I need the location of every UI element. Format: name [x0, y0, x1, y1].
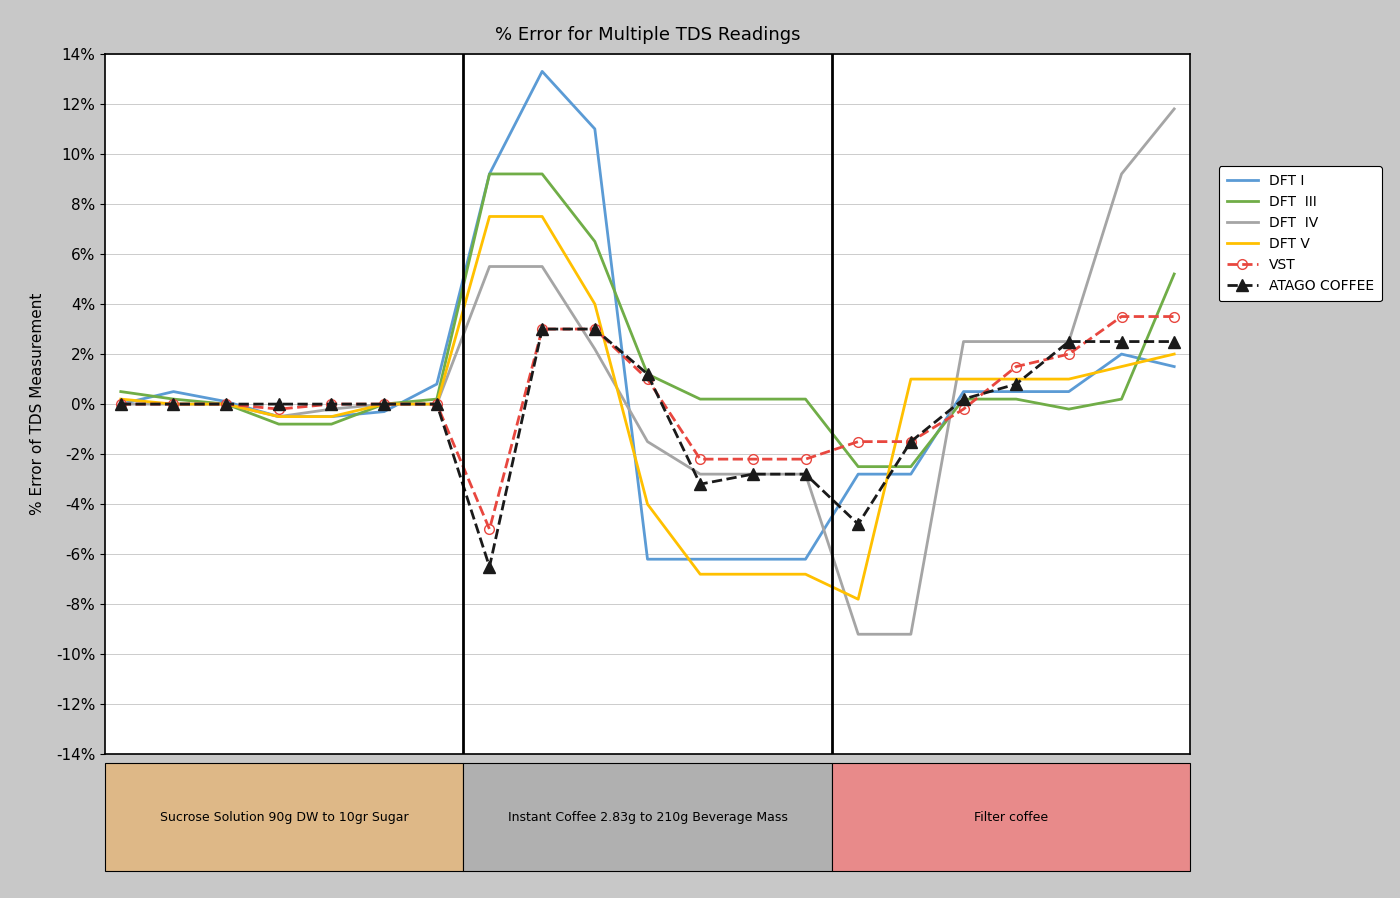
Text: Sucrose Solution 90g DW to 10gr Sugar: Sucrose Solution 90g DW to 10gr Sugar [160, 811, 409, 823]
Title: % Error for Multiple TDS Readings: % Error for Multiple TDS Readings [494, 26, 801, 44]
Text: Instant Coffee 2.83g to 210g Beverage Mass: Instant Coffee 2.83g to 210g Beverage Ma… [508, 811, 787, 823]
Legend: DFT I, DFT  III, DFT  IV, DFT V, VST, ATAGO COFFEE: DFT I, DFT III, DFT IV, DFT V, VST, ATAG… [1218, 166, 1382, 302]
Y-axis label: % Error of TDS Measurement: % Error of TDS Measurement [29, 293, 45, 515]
Text: Filter coffee: Filter coffee [974, 811, 1049, 823]
